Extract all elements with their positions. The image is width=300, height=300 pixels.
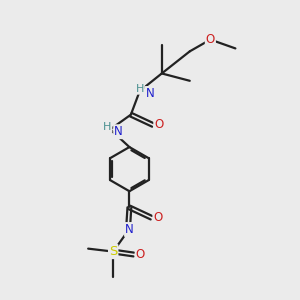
Text: O: O [206, 33, 215, 46]
Text: N: N [146, 87, 154, 100]
Text: H: H [136, 84, 144, 94]
Text: N: N [114, 125, 123, 138]
Text: O: O [154, 118, 164, 131]
Text: N: N [125, 223, 134, 236]
Text: O: O [153, 211, 163, 224]
Text: S: S [109, 245, 117, 258]
Text: H: H [103, 122, 112, 132]
Text: O: O [136, 248, 145, 261]
